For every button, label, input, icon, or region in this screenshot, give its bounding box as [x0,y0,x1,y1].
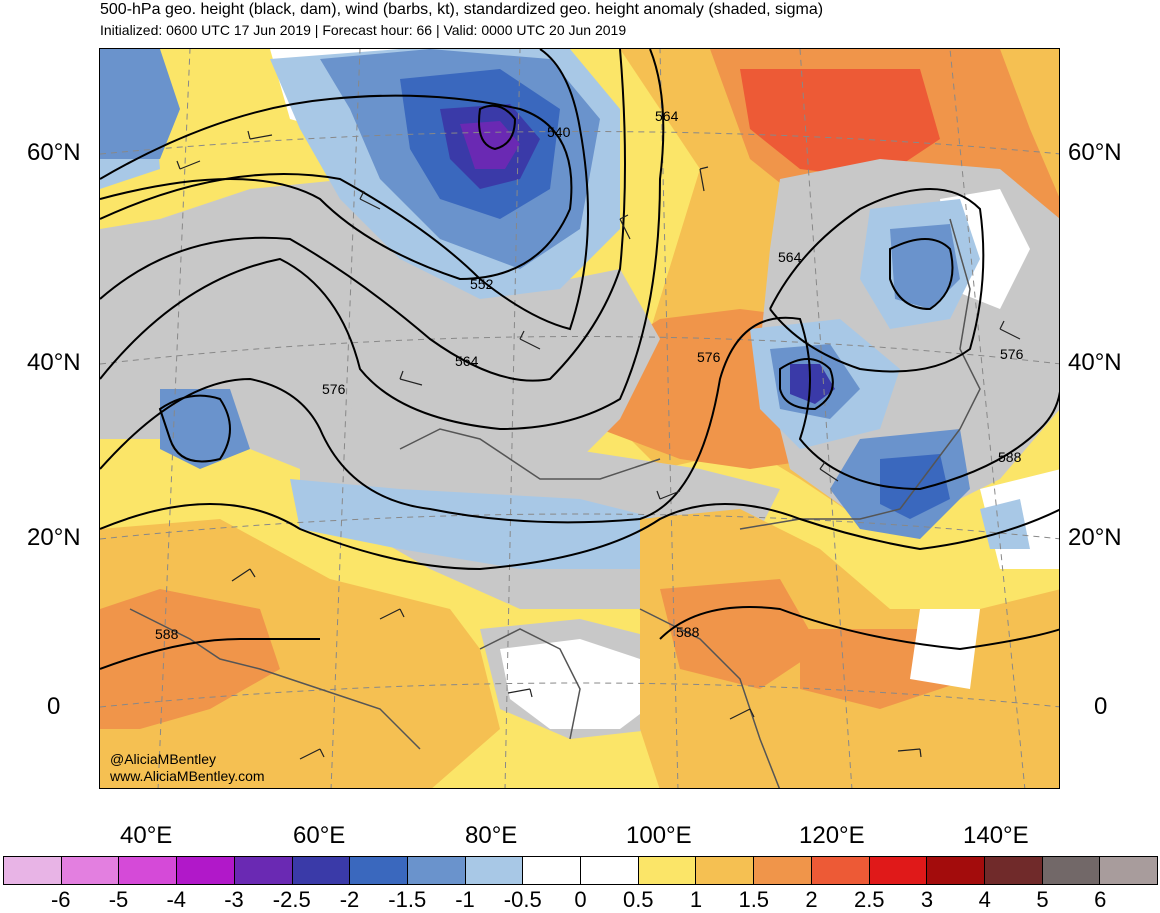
lon-label-140e: 140°E [963,822,1029,849]
colorbar-label: -3 [224,887,244,912]
lat-label-40n-left: 40°N [27,349,81,376]
anomaly-colorbar [3,856,1158,885]
colorbar-label: 4 [978,887,991,912]
contour-label: 564 [778,249,802,265]
credit-block: @AliciaMBentley www.AliciaMBentley.com [110,751,265,785]
contour-label: 552 [470,276,494,292]
coastlines [129,218,981,788]
contour-label: 576 [1000,346,1024,362]
colorbar-label: 2 [805,887,818,912]
lon-label-100e: 100°E [626,822,692,849]
colorbar-box [292,857,351,884]
colorbar-box [638,857,697,884]
lon-label-40e: 40°E [120,822,173,849]
colorbar-label: -5 [108,887,129,912]
colorbar-box [465,857,524,884]
colorbar-box [927,857,985,884]
colorbar-label: -4 [166,887,187,912]
colorbar-label: -2.5 [272,887,311,912]
contour-label: 588 [998,449,1022,465]
lon-label-80e: 80°E [465,822,518,849]
colorbar-box [350,857,408,884]
colorbar-box [234,857,293,884]
colorbar-label: -1.5 [388,887,427,912]
colorbar-box [581,857,639,884]
height-contours [100,49,1059,670]
colorbar-box [523,857,582,884]
lon-label-60e: 60°E [293,822,346,849]
colorbar-label: 2.5 [853,887,885,912]
colorbar-box [984,857,1043,884]
colorbar-box [754,857,812,884]
lat-label-0-left: 0 [47,693,61,720]
anomaly-map: 540 552 564 564 564 576 576 576 588 588 … [99,48,1060,789]
colorbar-box [1100,857,1158,884]
colorbar-box [61,857,120,884]
wind-barbs [176,130,1021,760]
colorbar-label: 5 [1036,887,1049,912]
contour-label: 576 [322,381,346,397]
graticule [100,49,1059,788]
lat-label-60n-right: 60°N [1068,139,1122,166]
colorbar-label: 0.5 [622,887,654,912]
lat-label-20n-right: 20°N [1068,524,1122,551]
map-canvas: 540 552 564 564 564 576 576 576 588 588 … [100,49,1059,788]
contour-label: 564 [455,353,479,369]
colorbar-label: -6 [50,887,71,912]
colorbar-label: 0 [574,887,587,912]
credit-handle: @AliciaMBentley [110,751,217,767]
colorbar-label: 6 [1094,887,1107,912]
colorbar-label: 3 [920,887,934,912]
colorbar-box [696,857,755,884]
lat-label-20n-left: 20°N [27,524,81,551]
colorbar-label: -0.5 [503,887,542,912]
lat-label-60n-left: 60°N [27,139,81,166]
contour-label: 588 [676,624,700,640]
map-subtitle: Initialized: 0600 UTC 17 Jun 2019 | Fore… [100,22,627,38]
contour-label-group: 540 552 564 564 564 576 576 576 588 588 … [155,108,1024,642]
colorbar-box [119,857,178,884]
contour-label: 576 [697,349,721,365]
colorbar-box [4,857,62,884]
colorbar-box [1042,857,1101,884]
lat-label-40n-right: 40°N [1068,349,1122,376]
colorbar-label: -1 [455,887,475,912]
colorbar-label: 1.5 [738,887,770,912]
contour-label: 564 [655,108,679,124]
contour-label: 540 [547,124,571,140]
colorbar-box [811,857,870,884]
colorbar-box [869,857,928,884]
credit-website[interactable]: www.AliciaMBentley.com [110,768,265,784]
lon-label-120e: 120°E [799,822,865,849]
colorbar-box [407,857,466,884]
colorbar-labels: -6 -5 -4 -3 -2.5 -2 -1.5 -1 -0.5 0 0.5 1 1.5 2 2.5 3 4 5 6 [0,887,1160,913]
colorbar-box [177,857,235,884]
contour-label: 588 [155,626,179,642]
lat-label-0-right: 0 [1094,693,1108,720]
colorbar-label: -2 [339,887,360,912]
colorbar-label: 1 [689,887,703,912]
map-title: 500-hPa geo. height (black, dam), wind (… [100,1,824,18]
